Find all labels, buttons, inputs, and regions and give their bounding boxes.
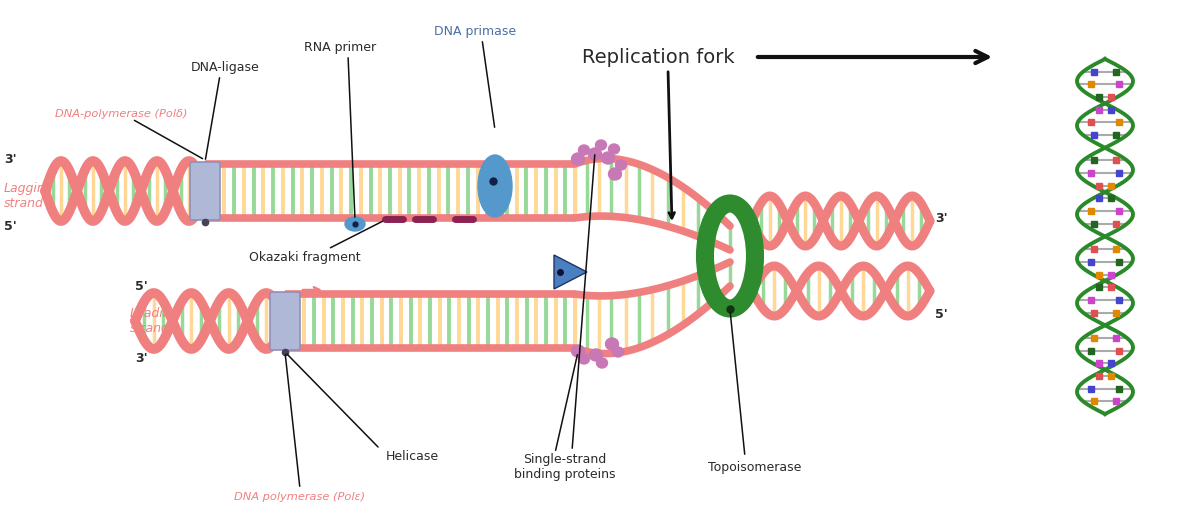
Text: 5': 5' <box>134 280 148 293</box>
Ellipse shape <box>478 155 512 217</box>
Ellipse shape <box>578 354 589 364</box>
Ellipse shape <box>589 349 602 361</box>
Text: 5': 5' <box>4 220 17 233</box>
FancyBboxPatch shape <box>190 162 220 220</box>
Text: 5': 5' <box>935 307 948 321</box>
Ellipse shape <box>346 217 365 231</box>
Text: 3': 3' <box>4 153 17 166</box>
Text: Helicase: Helicase <box>385 450 438 463</box>
Ellipse shape <box>578 145 589 155</box>
Text: DNA polymerase (Polε): DNA polymerase (Polε) <box>234 492 366 502</box>
Text: RNA primer: RNA primer <box>304 40 376 53</box>
FancyBboxPatch shape <box>270 292 300 350</box>
Text: Leading
strand: Leading strand <box>130 307 180 335</box>
Ellipse shape <box>596 358 607 368</box>
Text: DNA primase: DNA primase <box>434 24 516 37</box>
Text: 3': 3' <box>935 212 948 225</box>
Ellipse shape <box>606 338 618 350</box>
Ellipse shape <box>608 168 622 180</box>
Text: Replication fork: Replication fork <box>582 48 734 66</box>
Ellipse shape <box>612 347 624 357</box>
Ellipse shape <box>571 153 584 165</box>
Text: Single-strand
binding proteins: Single-strand binding proteins <box>515 453 616 481</box>
Ellipse shape <box>595 140 606 150</box>
Ellipse shape <box>571 345 584 357</box>
Ellipse shape <box>616 160 626 170</box>
Polygon shape <box>554 255 587 289</box>
Text: DNA-ligase: DNA-ligase <box>191 61 259 74</box>
Ellipse shape <box>588 148 601 160</box>
Ellipse shape <box>608 144 619 154</box>
Text: Topoisomerase: Topoisomerase <box>708 460 802 473</box>
Text: 3': 3' <box>134 351 148 364</box>
Ellipse shape <box>601 152 614 164</box>
Text: Okazaki fragment: Okazaki fragment <box>250 251 361 264</box>
Text: DNA-polymerase (Polδ): DNA-polymerase (Polδ) <box>55 109 187 119</box>
Text: Lagging
strand: Lagging strand <box>4 182 54 210</box>
